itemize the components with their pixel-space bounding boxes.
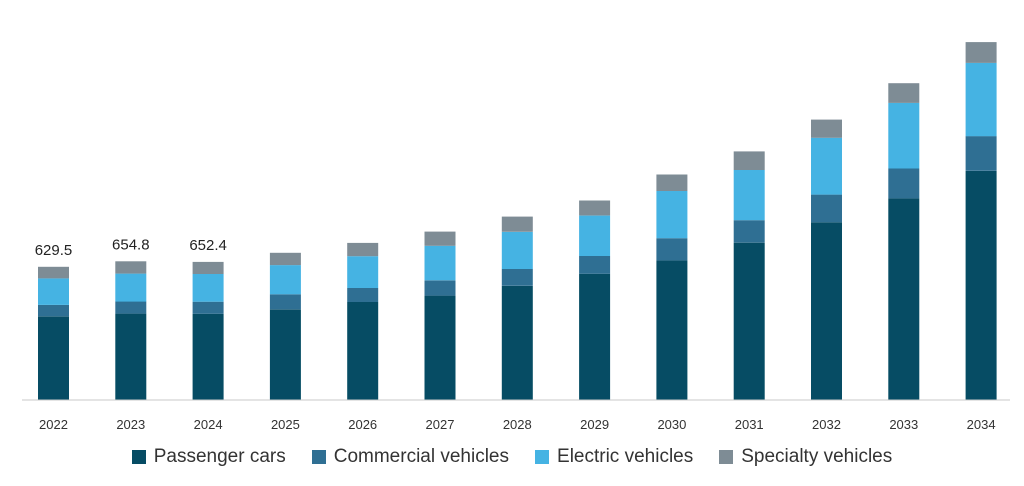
bar-2032-electric-vehicles	[811, 137, 842, 195]
x-tick-2024: 2024	[194, 417, 223, 432]
legend-swatch-specialty-vehicles	[719, 450, 734, 464]
bar-2034-specialty-vehicles	[965, 42, 997, 63]
bar-2032-passenger-cars	[811, 222, 842, 400]
bar-2025-passenger-cars	[269, 309, 301, 400]
bar-2033-specialty-vehicles	[888, 83, 920, 103]
bar-2024-electric-vehicles	[192, 274, 224, 302]
bar-2030-specialty-vehicles	[656, 174, 688, 191]
legend-label-electric-vehicles: Electric vehicles	[557, 446, 694, 467]
data-label-2022: 629.5	[35, 242, 73, 259]
bar-2031-commercial-vehicles	[733, 220, 765, 243]
bar-2032-commercial-vehicles	[811, 194, 842, 223]
x-tick-2031: 2031	[735, 417, 764, 432]
bar-2022-specialty-vehicles	[38, 266, 69, 279]
bar-2031-passenger-cars	[733, 242, 765, 400]
legend-label-specialty-vehicles: Specialty vehicles	[741, 446, 893, 467]
bar-2028-commercial-vehicles	[501, 268, 533, 286]
x-tick-2030: 2030	[657, 417, 686, 432]
bar-2023-specialty-vehicles	[115, 261, 147, 274]
bar-2026-passenger-cars	[347, 302, 379, 400]
bar-2028-electric-vehicles	[501, 231, 533, 269]
bar-2031-specialty-vehicles	[733, 151, 765, 170]
bar-2030-passenger-cars	[656, 260, 688, 400]
bar-2024-specialty-vehicles	[192, 261, 224, 274]
x-tick-2032: 2032	[812, 417, 841, 432]
legend-label-passenger-cars: Passenger cars	[153, 446, 286, 467]
bar-2031-electric-vehicles	[733, 170, 765, 221]
x-tick-2025: 2025	[271, 417, 300, 432]
legend-swatch-electric-vehicles	[535, 450, 550, 464]
bar-2032-specialty-vehicles	[811, 119, 842, 138]
bar-2029-commercial-vehicles	[579, 256, 611, 274]
bar-2024-passenger-cars	[192, 313, 224, 400]
bar-2023-passenger-cars	[115, 313, 147, 400]
bar-2023-electric-vehicles	[115, 273, 147, 302]
bar-2027-electric-vehicles	[424, 245, 456, 281]
bar-2030-electric-vehicles	[656, 191, 688, 239]
bar-2026-specialty-vehicles	[347, 242, 379, 257]
legend-swatch-passenger-cars	[131, 450, 146, 464]
x-tick-2029: 2029	[580, 417, 609, 432]
x-tick-2028: 2028	[503, 417, 532, 432]
legend-label-commercial-vehicles: Commercial vehicles	[333, 446, 510, 467]
bar-2026-commercial-vehicles	[347, 288, 379, 302]
bar-2029-passenger-cars	[579, 273, 611, 400]
x-tick-2033: 2033	[889, 417, 918, 432]
bars-group	[38, 42, 997, 400]
legend-item-commercial-vehicles: Commercial vehicles	[311, 446, 510, 468]
bar-2028-passenger-cars	[501, 285, 533, 400]
x-tick-2026: 2026	[348, 417, 377, 432]
bar-2034-passenger-cars	[965, 170, 997, 400]
legend: Passenger cars Commercial vehicles Elect…	[0, 446, 1024, 468]
bar-2030-commercial-vehicles	[656, 238, 688, 261]
bar-2022-electric-vehicles	[38, 278, 69, 305]
bar-2025-commercial-vehicles	[269, 294, 301, 310]
bar-2027-specialty-vehicles	[424, 231, 456, 246]
bar-2025-electric-vehicles	[269, 265, 301, 295]
legend-swatch-commercial-vehicles	[311, 450, 326, 464]
bar-2033-commercial-vehicles	[888, 168, 920, 199]
bar-2034-electric-vehicles	[965, 62, 997, 137]
legend-item-electric-vehicles: Electric vehicles	[535, 446, 693, 468]
bar-2024-commercial-vehicles	[192, 301, 224, 314]
legend-item-specialty-vehicles: Specialty vehicles	[719, 446, 892, 468]
bar-2033-passenger-cars	[888, 198, 920, 400]
bar-2029-electric-vehicles	[579, 215, 611, 256]
x-tick-2027: 2027	[426, 417, 455, 432]
data-label-2023: 654.8	[112, 236, 150, 253]
x-tick-2022: 2022	[39, 417, 68, 432]
bar-2025-specialty-vehicles	[269, 252, 301, 266]
legend-item-passenger-cars: Passenger cars	[131, 446, 286, 468]
bar-2028-specialty-vehicles	[501, 216, 533, 232]
x-tick-2023: 2023	[116, 417, 145, 432]
data-label-2024: 652.4	[189, 237, 227, 254]
bar-2027-passenger-cars	[424, 295, 456, 400]
bar-2029-specialty-vehicles	[579, 200, 611, 216]
x-tick-2034: 2034	[967, 417, 996, 432]
bar-2033-electric-vehicles	[888, 102, 920, 169]
bar-2023-commercial-vehicles	[115, 301, 147, 314]
stacked-bar-chart: 2022 2023 2024 2025 2026 2027 2028 2029 2030 2031…	[22, 42, 1010, 432]
x-tick-labels: 2022 2023 2024 2025 2026 2027 2028 2029 2030 2031…	[39, 417, 996, 432]
bar-2026-electric-vehicles	[347, 256, 379, 288]
bar-2022-commercial-vehicles	[38, 304, 69, 317]
bar-2022-passenger-cars	[38, 316, 69, 400]
bar-2027-commercial-vehicles	[424, 280, 456, 296]
bar-2034-commercial-vehicles	[965, 136, 997, 171]
data-labels: 629.5 654.8 652.4	[35, 236, 227, 258]
